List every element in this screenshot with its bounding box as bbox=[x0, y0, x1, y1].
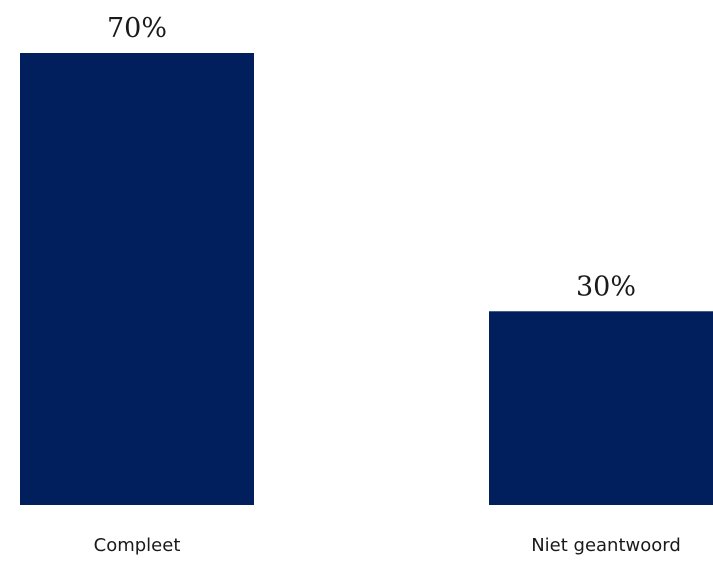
bar-niet-geantwoord bbox=[489, 311, 713, 505]
data-label-niet-geantwoord: 30% bbox=[576, 271, 636, 302]
bar-compleet bbox=[20, 53, 254, 505]
category-label-niet-geantwoord: Niet geantwoord bbox=[531, 535, 681, 556]
category-label-compleet: Compleet bbox=[94, 535, 181, 556]
category-labels-layer: Compleet Niet geantwoord bbox=[94, 535, 681, 556]
data-label-compleet: 70% bbox=[107, 13, 167, 44]
